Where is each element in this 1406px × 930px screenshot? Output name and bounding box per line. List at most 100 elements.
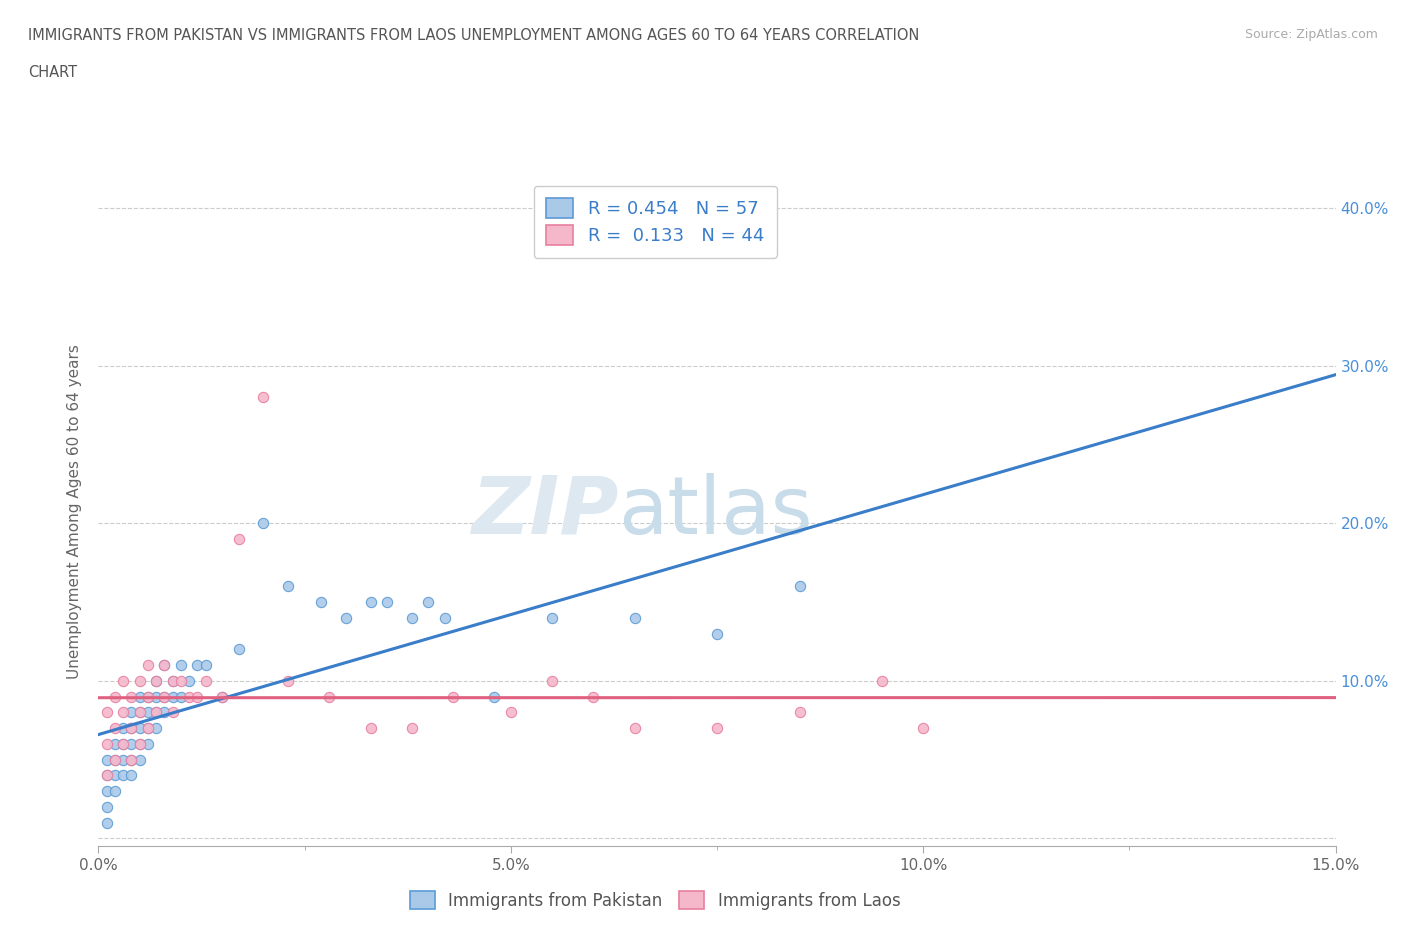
Point [145, 673, 167, 688]
Point [162, 673, 184, 688]
Legend: Immigrants from Pakistan, Immigrants from Laos: Immigrants from Pakistan, Immigrants fro… [402, 883, 908, 918]
Point [211, 689, 233, 704]
Point [401, 721, 423, 736]
Point [277, 673, 299, 688]
Point [136, 689, 159, 704]
Point [186, 689, 208, 704]
Point [128, 705, 150, 720]
Point [96, 768, 118, 783]
Point [96, 768, 118, 783]
Point [318, 689, 340, 704]
Point [623, 610, 645, 625]
Point [541, 673, 564, 688]
Y-axis label: Unemployment Among Ages 60 to 64 years: Unemployment Among Ages 60 to 64 years [67, 344, 83, 679]
Point [582, 689, 605, 704]
Point [912, 721, 935, 736]
Point [153, 705, 176, 720]
Point [96, 752, 118, 767]
Point [120, 689, 142, 704]
Point [136, 705, 159, 720]
Point [136, 721, 159, 736]
Point [112, 752, 135, 767]
Text: IMMIGRANTS FROM PAKISTAN VS IMMIGRANTS FROM LAOS UNEMPLOYMENT AMONG AGES 60 TO 6: IMMIGRANTS FROM PAKISTAN VS IMMIGRANTS F… [28, 28, 920, 43]
Text: CHART: CHART [28, 65, 77, 80]
Point [211, 689, 233, 704]
Point [153, 689, 176, 704]
Point [120, 705, 142, 720]
Point [335, 610, 357, 625]
Point [706, 626, 728, 641]
Point [96, 705, 118, 720]
Text: ZIP: ZIP [471, 472, 619, 551]
Point [145, 689, 167, 704]
Point [789, 578, 811, 593]
Point [194, 658, 217, 672]
Point [136, 658, 159, 672]
Text: Source: ZipAtlas.com: Source: ZipAtlas.com [1244, 28, 1378, 41]
Point [120, 768, 142, 783]
Point [145, 705, 167, 720]
Point [170, 689, 193, 704]
Point [441, 689, 464, 704]
Point [170, 673, 193, 688]
Point [136, 689, 159, 704]
Text: atlas: atlas [619, 472, 813, 551]
Point [277, 578, 299, 593]
Point [145, 705, 167, 720]
Point [623, 721, 645, 736]
Point [136, 721, 159, 736]
Point [162, 673, 184, 688]
Point [228, 532, 250, 547]
Point [112, 737, 135, 751]
Point [128, 737, 150, 751]
Point [401, 610, 423, 625]
Point [104, 752, 127, 767]
Point [153, 658, 176, 672]
Point [120, 752, 142, 767]
Point [870, 673, 893, 688]
Point [120, 737, 142, 751]
Point [128, 673, 150, 688]
Point [104, 737, 127, 751]
Point [228, 642, 250, 657]
Point [252, 390, 274, 405]
Point [128, 737, 150, 751]
Point [96, 800, 118, 815]
Point [128, 752, 150, 767]
Point [96, 784, 118, 799]
Point [360, 594, 382, 609]
Point [194, 673, 217, 688]
Point [375, 594, 398, 609]
Point [128, 721, 150, 736]
Point [162, 689, 184, 704]
Point [145, 721, 167, 736]
Point [162, 705, 184, 720]
Point [706, 721, 728, 736]
Point [418, 594, 440, 609]
Point [104, 768, 127, 783]
Point [186, 658, 208, 672]
Point [179, 689, 201, 704]
Point [499, 705, 522, 720]
Point [112, 705, 135, 720]
Point [120, 721, 142, 736]
Point [309, 594, 332, 609]
Point [96, 816, 118, 830]
Point [179, 673, 201, 688]
Point [120, 752, 142, 767]
Point [120, 721, 142, 736]
Point [104, 721, 127, 736]
Point [789, 705, 811, 720]
Point [112, 673, 135, 688]
Point [104, 784, 127, 799]
Point [136, 737, 159, 751]
Point [104, 689, 127, 704]
Point [541, 610, 564, 625]
Point [128, 705, 150, 720]
Point [96, 737, 118, 751]
Point [112, 737, 135, 751]
Point [112, 721, 135, 736]
Point [484, 689, 506, 704]
Point [112, 768, 135, 783]
Point [128, 689, 150, 704]
